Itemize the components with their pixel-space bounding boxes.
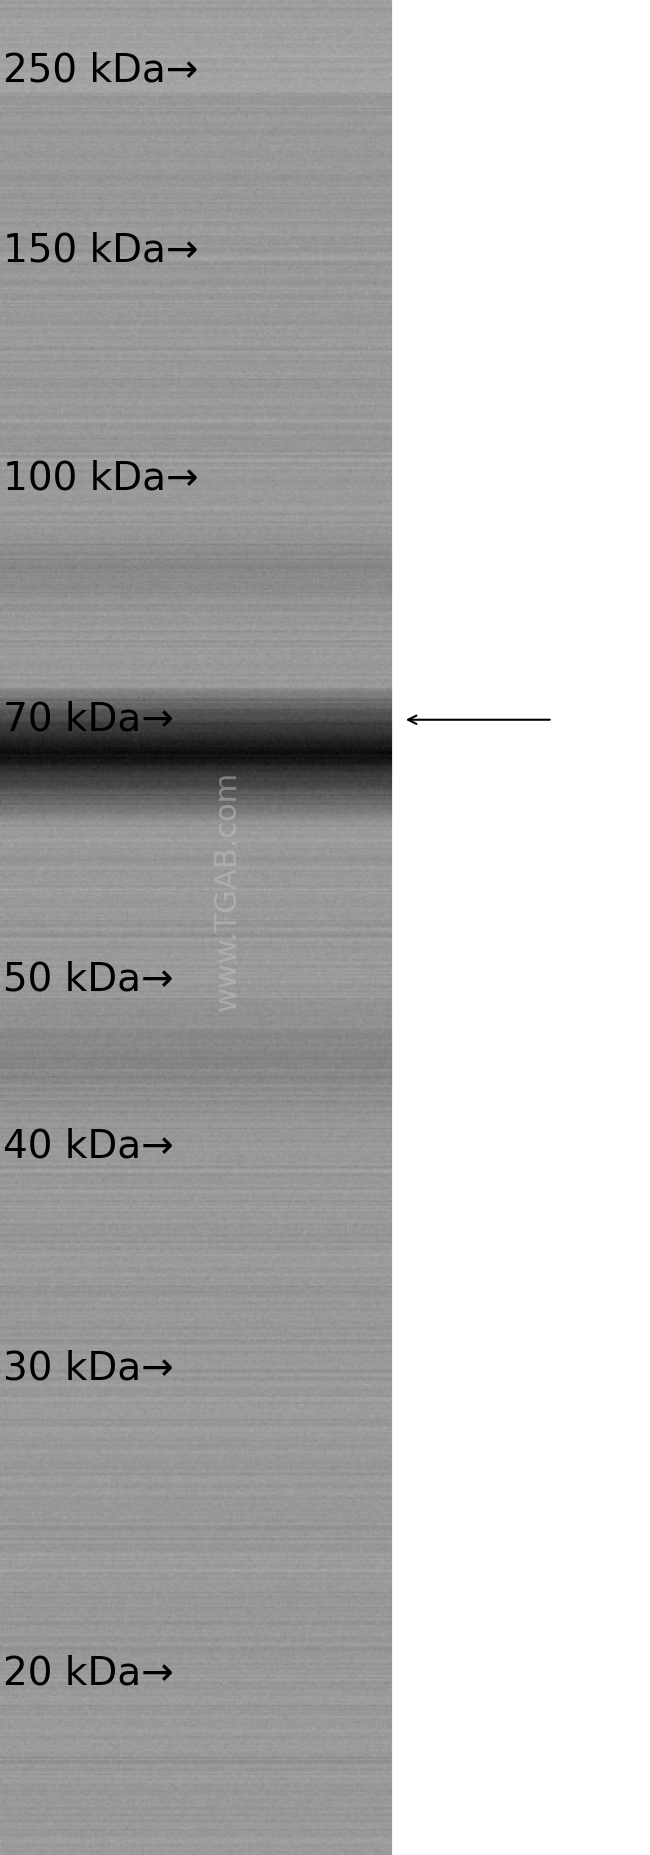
Text: 20 kDa→: 20 kDa→ (3, 1655, 174, 1692)
Text: 40 kDa→: 40 kDa→ (3, 1128, 174, 1165)
Text: www.TGAB.com: www.TGAB.com (213, 770, 242, 1011)
Text: 30 kDa→: 30 kDa→ (3, 1350, 174, 1388)
Text: 150 kDa→: 150 kDa→ (3, 232, 199, 269)
Text: 250 kDa→: 250 kDa→ (3, 52, 199, 89)
Text: 100 kDa→: 100 kDa→ (3, 460, 199, 497)
Text: 70 kDa→: 70 kDa→ (3, 701, 174, 738)
Text: 50 kDa→: 50 kDa→ (3, 961, 174, 998)
